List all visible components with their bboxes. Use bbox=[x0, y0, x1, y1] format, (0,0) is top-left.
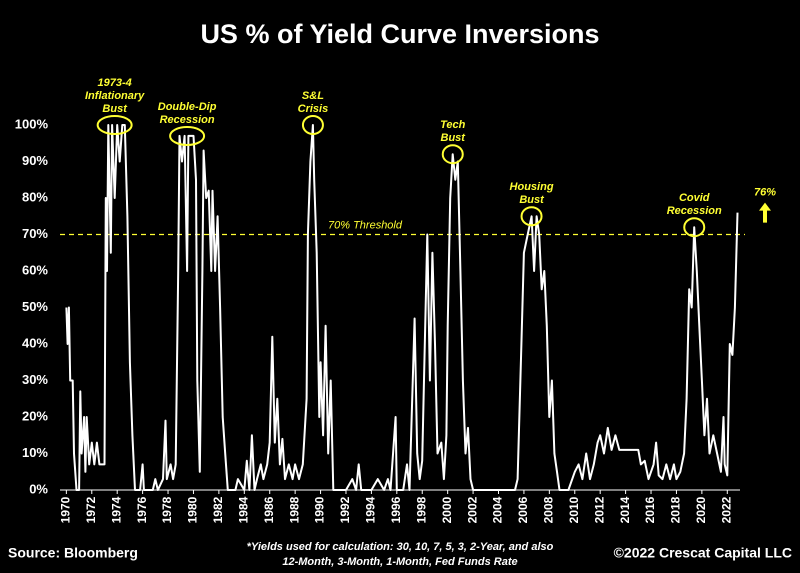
x-tick-label: 2016 bbox=[643, 496, 657, 523]
annotation-circle bbox=[301, 115, 324, 135]
x-tick-label: 2008 bbox=[542, 496, 556, 523]
x-tick-label: 1982 bbox=[211, 496, 225, 523]
callout-label: 76% bbox=[754, 187, 776, 199]
x-tick-label: 1978 bbox=[160, 496, 174, 523]
annotation-text: Bust bbox=[102, 103, 128, 115]
x-tick-label: 1970 bbox=[59, 496, 73, 523]
x-tick-label: 1998 bbox=[414, 496, 428, 523]
annotation-text: Crisis bbox=[298, 103, 329, 115]
annotation-circle bbox=[169, 125, 206, 146]
x-tick-label: 2010 bbox=[567, 496, 581, 523]
x-tick-label: 2022 bbox=[719, 496, 733, 523]
x-tick-label: 1990 bbox=[313, 496, 327, 523]
x-tick-label: 2012 bbox=[592, 496, 606, 523]
x-tick-label: 1988 bbox=[287, 496, 301, 523]
annotation-circle bbox=[441, 144, 464, 165]
annotation-text: 1973-4 bbox=[98, 77, 132, 89]
y-tick-label: 80% bbox=[22, 189, 48, 204]
y-tick-label: 60% bbox=[22, 262, 48, 277]
y-tick-label: 10% bbox=[22, 445, 48, 460]
x-tick-label: 1992 bbox=[338, 496, 352, 523]
x-tick-label: 1986 bbox=[262, 496, 276, 523]
y-tick-label: 0% bbox=[29, 481, 48, 496]
annotation-circle bbox=[683, 217, 706, 238]
x-tick-label: 2014 bbox=[618, 496, 632, 523]
y-tick-label: 40% bbox=[22, 335, 48, 350]
chart-title: US % of Yield Curve Inversions bbox=[200, 19, 599, 49]
y-tick-label: 50% bbox=[22, 299, 48, 314]
x-tick-label: 2002 bbox=[465, 496, 479, 523]
y-tick-label: 90% bbox=[22, 153, 48, 168]
annotation-text: Housing bbox=[510, 181, 554, 193]
x-tick-label: 2004 bbox=[491, 496, 505, 523]
x-tick-label: 1974 bbox=[109, 496, 123, 523]
annotation-text: Double-Dip bbox=[158, 101, 217, 113]
x-tick-label: 2000 bbox=[440, 496, 454, 523]
x-tick-label: 1984 bbox=[236, 496, 250, 523]
source: Source: Bloomberg bbox=[8, 545, 138, 561]
y-tick-label: 20% bbox=[22, 408, 48, 423]
x-tick-label: 1980 bbox=[186, 496, 200, 523]
annotation-text: Bust bbox=[519, 194, 545, 206]
footnote: *Yields used for calculation: 30, 10, 7,… bbox=[247, 541, 554, 553]
x-tick-label: 2006 bbox=[516, 496, 530, 523]
x-tick-label: 2018 bbox=[669, 496, 683, 523]
x-tick-label: 2020 bbox=[694, 496, 708, 523]
annotation-text: Covid bbox=[679, 192, 710, 204]
y-tick-label: 100% bbox=[15, 116, 49, 131]
x-tick-label: 1996 bbox=[389, 496, 403, 523]
annotation-text: Recession bbox=[160, 114, 215, 126]
y-tick-label: 30% bbox=[22, 372, 48, 387]
copyright: ©2022 Crescat Capital LLC bbox=[614, 545, 792, 561]
annotation-circle bbox=[96, 115, 133, 135]
x-tick-label: 1972 bbox=[84, 496, 98, 523]
x-tick-label: 1976 bbox=[135, 496, 149, 523]
x-tick-label: 1994 bbox=[364, 496, 378, 523]
annotation-text: Recession bbox=[667, 205, 722, 217]
footnote: 12-Month, 3-Month, 1-Month, Fed Funds Ra… bbox=[282, 556, 517, 568]
annotation-text: S&L bbox=[302, 90, 324, 102]
threshold-label: 70% Threshold bbox=[328, 219, 403, 231]
callout-arrow bbox=[759, 202, 771, 223]
annotation-text: Inflationary bbox=[85, 90, 145, 102]
annotation-text: Tech bbox=[440, 119, 466, 131]
annotation-circle bbox=[520, 206, 543, 227]
series-line bbox=[65, 124, 739, 491]
annotation-text: Bust bbox=[441, 132, 467, 144]
y-tick-label: 70% bbox=[22, 226, 48, 241]
